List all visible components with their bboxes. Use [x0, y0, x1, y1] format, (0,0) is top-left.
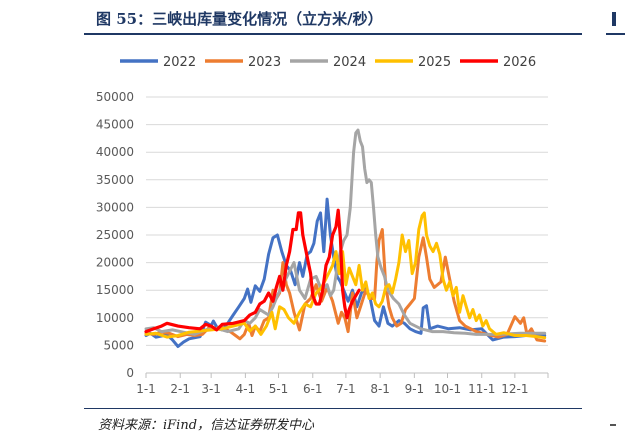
- x-tick-label: 6-1: [303, 382, 323, 396]
- y-axis: 0 5000 10000 15000 20000 25000 30000 35000 40000…: [96, 90, 134, 380]
- source-note: 资料来源：iFind，信达证券研发中心: [98, 418, 315, 433]
- x-tick-label: 2-1: [170, 382, 190, 396]
- next-figure-rule-fragment: [606, 33, 625, 35]
- next-figure-footer-fragment: [610, 424, 616, 426]
- y-tick-label: 5000: [103, 338, 134, 352]
- y-tick-label: 35000: [96, 173, 134, 187]
- grid-lines: [146, 96, 548, 346]
- chart-svg: 0 5000 10000 15000 20000 25000 30000 35000 40000…: [96, 55, 549, 396]
- title-rule: [84, 33, 582, 35]
- legend-label-2024: 2024: [333, 55, 366, 70]
- series-line-2025: [144, 211, 547, 340]
- series-line-2026: [144, 208, 361, 334]
- x-tick-label: 12-1: [501, 382, 528, 396]
- y-tick-label: 20000: [96, 256, 134, 270]
- x-axis: 1-1 2-1 3-1 4-1 5-1 6-1 7-1 8-1 9-1 10-1 11-1 12-1: [136, 372, 549, 396]
- chart-title: 图 55：三峡出库量变化情况（立方米/秒）: [96, 10, 383, 28]
- x-tick-label: 3-1: [201, 382, 221, 396]
- y-tick-label: 10000: [96, 311, 134, 325]
- legend: 2022 2023 2024 2025 2026: [120, 55, 536, 70]
- x-tick-label: 10-1: [434, 382, 461, 396]
- next-figure-title-fragment: [612, 12, 616, 26]
- y-tick-label: 50000: [96, 90, 134, 104]
- y-tick-label: 15000: [96, 283, 134, 297]
- y-tick-label: 30000: [96, 200, 134, 214]
- x-tick-label: 7-1: [336, 382, 356, 396]
- series-line-2023: [144, 228, 547, 343]
- x-tick-label: 8-1: [370, 382, 390, 396]
- y-tick-label: 45000: [96, 118, 134, 132]
- legend-label-2023: 2023: [248, 55, 281, 70]
- y-tick-label: 25000: [96, 228, 134, 242]
- source-rule: [84, 408, 582, 409]
- x-tick-label: 11-1: [468, 382, 495, 396]
- legend-label-2022: 2022: [163, 55, 196, 70]
- legend-label-2025: 2025: [418, 55, 451, 70]
- y-tick-label: 0: [126, 366, 134, 380]
- y-tick-label: 40000: [96, 145, 134, 159]
- x-tick-label: 1-1: [136, 382, 156, 396]
- legend-label-2026: 2026: [503, 55, 536, 70]
- x-tick-label: 4-1: [236, 382, 256, 396]
- series-lines: [144, 128, 547, 348]
- x-tick-label: 9-1: [405, 382, 425, 396]
- series-line-2022: [144, 197, 547, 348]
- x-tick-label: 5-1: [269, 382, 289, 396]
